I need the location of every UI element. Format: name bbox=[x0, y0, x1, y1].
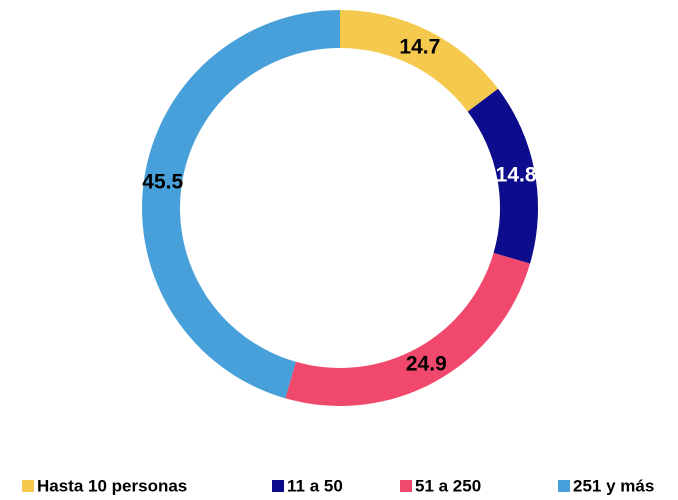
legend-label: 11 a 50 bbox=[287, 476, 343, 495]
data-label: 45.5 bbox=[142, 171, 183, 194]
legend-label: 251 y más bbox=[573, 476, 654, 495]
legend-swatch bbox=[22, 480, 34, 492]
data-label: 14.8 bbox=[496, 163, 537, 186]
data-label: 24.9 bbox=[406, 352, 447, 375]
legend-swatch bbox=[558, 480, 570, 492]
donut-slice bbox=[285, 252, 531, 406]
legend-label: Hasta 10 personas bbox=[37, 476, 187, 495]
legend-swatch bbox=[400, 480, 412, 492]
legend-label: 51 a 250 bbox=[415, 476, 481, 495]
donut-slice bbox=[467, 88, 538, 264]
data-label: 14.7 bbox=[399, 35, 440, 58]
legend-swatch bbox=[272, 480, 284, 492]
donut-slice bbox=[340, 10, 499, 112]
donut-slice bbox=[142, 10, 340, 399]
